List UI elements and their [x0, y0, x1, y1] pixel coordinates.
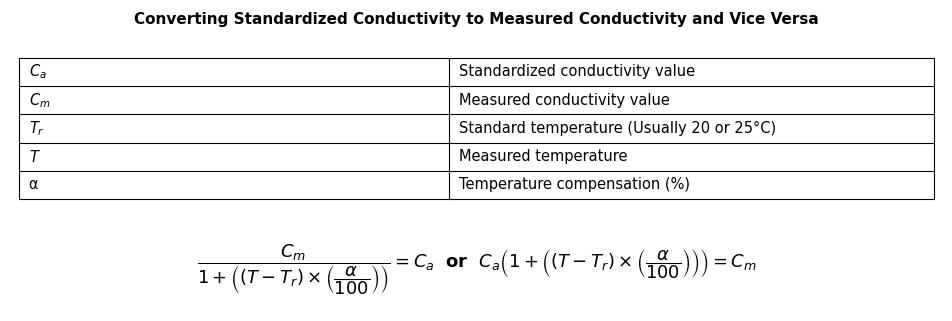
Text: $T_r$: $T_r$: [29, 119, 44, 138]
Text: $T$: $T$: [29, 149, 40, 165]
Text: $C_a$: $C_a$: [29, 63, 47, 81]
Text: α: α: [29, 178, 38, 192]
Text: Measured conductivity value: Measured conductivity value: [458, 93, 668, 108]
Text: Measured temperature: Measured temperature: [458, 149, 626, 164]
Text: $\dfrac{C_m}{1+\left((T-T_r)\times\left(\dfrac{\alpha}{100}\right)\right)} = C_a: $\dfrac{C_m}{1+\left((T-T_r)\times\left(…: [196, 242, 756, 297]
Bar: [19, 58, 933, 199]
Text: Temperature compensation (%): Temperature compensation (%): [458, 178, 689, 192]
Text: Standardized conductivity value: Standardized conductivity value: [458, 65, 694, 79]
Text: Converting Standardized Conductivity to Measured Conductivity and Vice Versa: Converting Standardized Conductivity to …: [134, 12, 818, 27]
Text: Standard temperature (Usually 20 or 25°C): Standard temperature (Usually 20 or 25°C…: [458, 121, 775, 136]
Text: $C_m$: $C_m$: [29, 91, 50, 109]
